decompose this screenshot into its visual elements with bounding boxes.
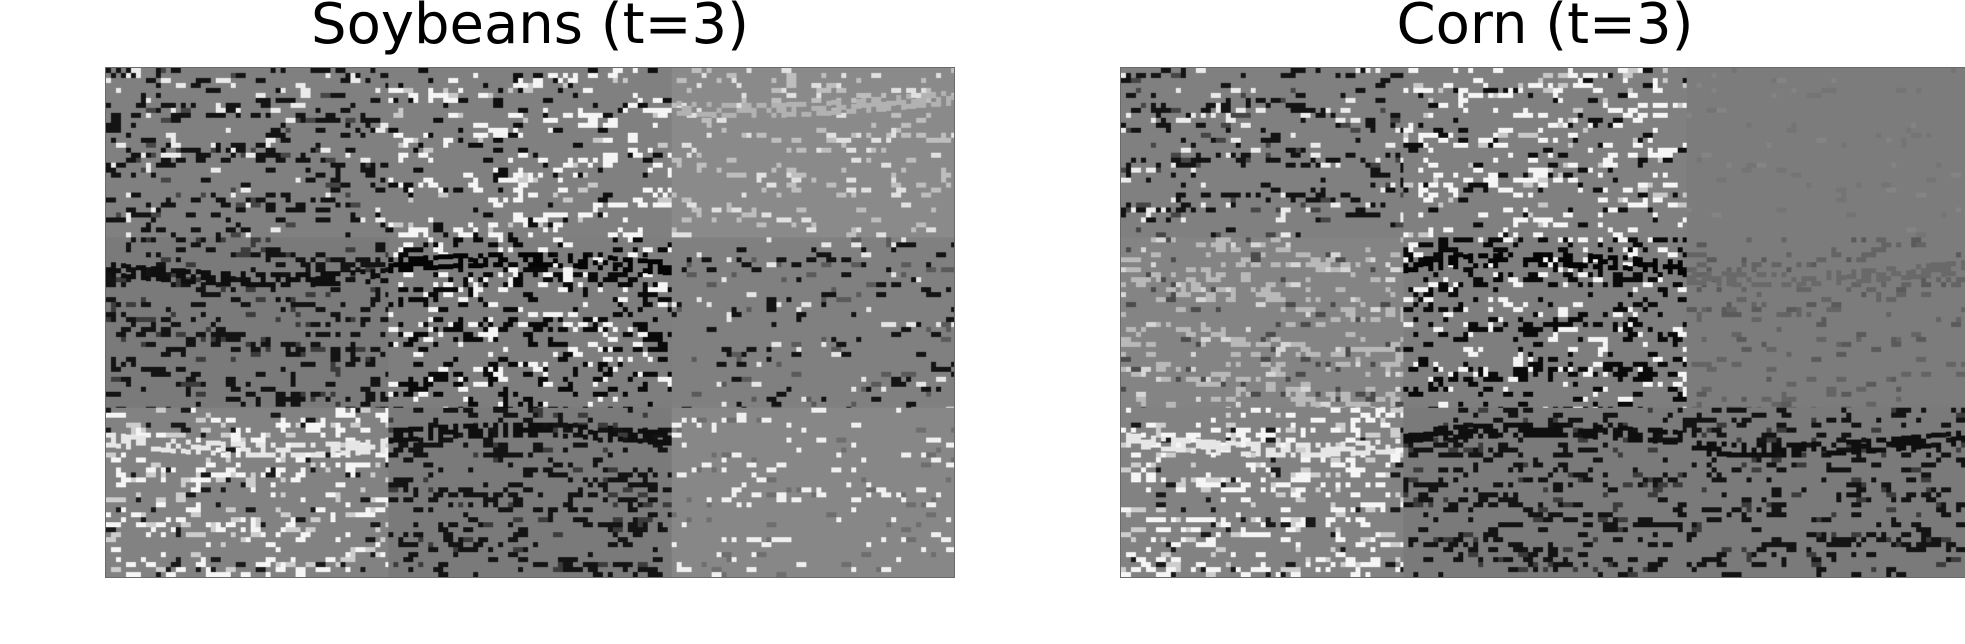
corn-panel-image <box>1120 67 1965 578</box>
corn-panel-title: Corn (t=3) <box>1396 0 1694 57</box>
soybeans-panel-image <box>105 67 955 578</box>
soybeans-texture-canvas <box>106 68 954 577</box>
corn-texture-canvas <box>1121 68 1965 577</box>
soybeans-panel-title: Soybeans (t=3) <box>311 0 749 57</box>
